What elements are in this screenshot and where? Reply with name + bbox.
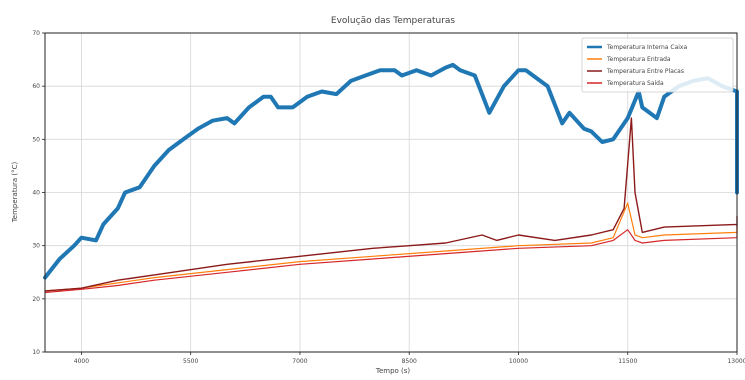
legend-label: Temperatura Entre Placas [606, 68, 684, 75]
x-tick-label: 10000 [509, 358, 528, 365]
x-tick-label: 4000 [74, 358, 89, 365]
x-axis-label: Tempo (s) [375, 367, 411, 375]
legend-label: Temperatura Entrada [606, 56, 671, 63]
y-tick-label: 60 [32, 83, 40, 90]
y-axis-label: Temperatura (°C) [11, 161, 19, 223]
y-tick-label: 40 [32, 190, 40, 197]
y-tick-label: 50 [32, 136, 40, 143]
legend-box [581, 37, 734, 93]
x-tick-label: 5500 [183, 358, 198, 365]
x-tick-label: 13000 [727, 358, 745, 365]
legend-label: Temperatura Saída [606, 80, 664, 87]
y-tick-label: 30 [32, 243, 40, 250]
x-tick-label: 8500 [402, 358, 417, 365]
x-tick-label: 11500 [618, 358, 637, 365]
series-line-1 [44, 202, 738, 292]
y-tick-label: 10 [32, 349, 40, 356]
chart-title: Evolução das Temperaturas [331, 16, 456, 26]
x-tick-label: 7000 [292, 358, 307, 365]
y-tick-label: 20 [32, 296, 40, 303]
y-tick-label: 70 [32, 30, 40, 37]
legend-label: Temperatura Interna Caixa [606, 44, 687, 51]
